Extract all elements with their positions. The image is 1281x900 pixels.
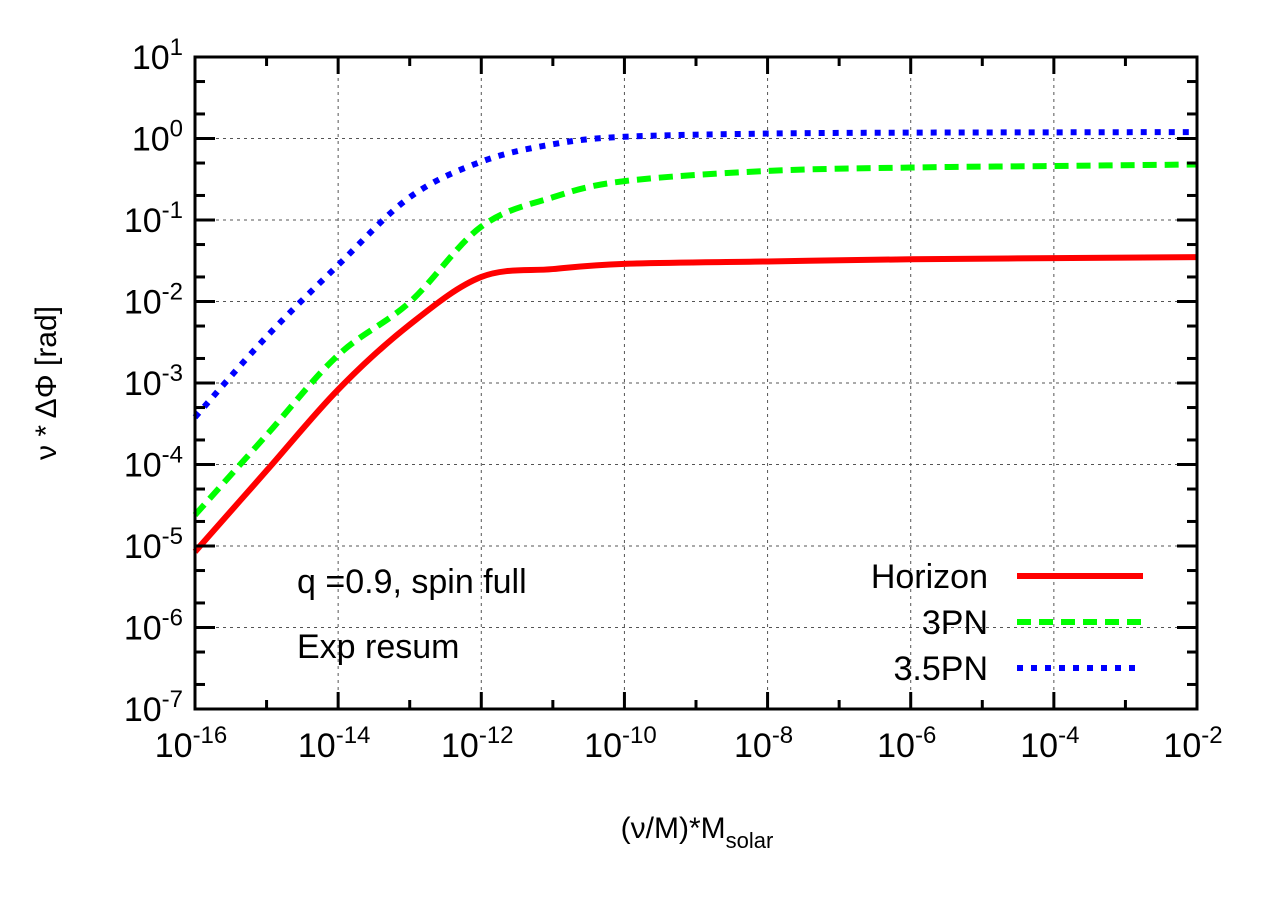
- grid: [195, 57, 1197, 709]
- y-tick-label: 100: [132, 116, 183, 159]
- x-tick-label: 10-8: [734, 722, 793, 765]
- series-line-35pn: [192, 129, 1198, 420]
- y-tick-label: 10-2: [124, 279, 183, 322]
- legend: Horizon 3PN 3.5PN: [871, 558, 1143, 688]
- x-tick-label: 10-12: [441, 722, 514, 765]
- y-tick-label: 10-5: [124, 523, 183, 566]
- series-line-horizon: [192, 254, 1198, 554]
- x-tick-label: 10-2: [1163, 722, 1222, 765]
- annotation-params: q =0.9, spin full: [297, 563, 527, 601]
- y-tick-label: 101: [132, 34, 183, 77]
- x-axis-label: (ν/M)*Msolar: [621, 812, 774, 853]
- x-tick-label: 10-6: [877, 722, 936, 765]
- x-tick-label: 10-16: [155, 722, 228, 765]
- legend-label: Horizon: [871, 558, 988, 596]
- series-line-3pn: [192, 161, 1198, 518]
- y-tick-label: 10-3: [124, 360, 183, 403]
- y-tick-label: 10-1: [124, 197, 183, 240]
- series-group: [192, 129, 1198, 554]
- legend-label: 3.5PN: [894, 650, 989, 688]
- y-tick-label: 10-7: [124, 686, 183, 729]
- y-tick-label: 10-6: [124, 605, 183, 648]
- annotation-method: Exp resum: [297, 628, 460, 666]
- legend-label: 3PN: [922, 604, 988, 642]
- ticks: 10-16 10-14 10-12 10-10 10-8 10-6 10-4 10-2 101 1…: [124, 34, 1223, 765]
- x-tick-label: 10-10: [584, 722, 657, 765]
- x-tick-label: 10-14: [298, 722, 371, 765]
- x-tick-label: 10-4: [1020, 722, 1079, 765]
- y-axis-label: ν * ΔΦ [rad]: [30, 306, 63, 460]
- y-tick-label: 10-4: [124, 442, 183, 485]
